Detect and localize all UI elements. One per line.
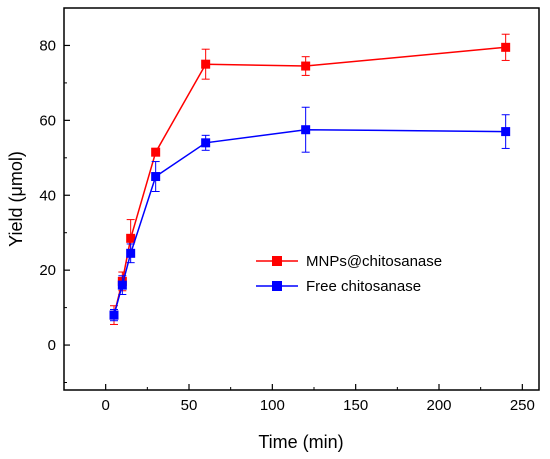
x-tick-label: 50 (181, 397, 198, 414)
x-axis-title: Time (min) (258, 432, 343, 452)
y-tick-label: 0 (48, 337, 56, 354)
series-layer (109, 33, 511, 325)
legend-label-mnps: MNPs@chitosanase (306, 253, 442, 270)
data-point (301, 61, 311, 71)
y-tick-label: 60 (39, 112, 56, 129)
series-1 (109, 106, 511, 322)
y-axis-title: Yield (μmol) (6, 151, 26, 247)
data-point (151, 172, 161, 182)
series-line (113, 46, 506, 316)
y-tick-label: 20 (39, 262, 56, 279)
x-tick-label: 150 (343, 397, 368, 414)
data-point (126, 248, 136, 258)
plot-frame (63, 7, 540, 391)
data-point (126, 233, 136, 243)
x-tick-label: 250 (510, 397, 535, 414)
data-point (109, 310, 119, 320)
data-point (501, 42, 511, 52)
data-point (501, 127, 511, 137)
data-point (117, 280, 127, 290)
axis-ticks: 0 50 100 150 200 250 0 20 40 60 80 (39, 7, 535, 414)
data-point (151, 147, 161, 157)
legend-label-free: Free chitosanase (306, 278, 421, 295)
data-point (301, 125, 311, 135)
legend: MNPs@chitosanase Free chitosanase (256, 253, 442, 295)
data-point (201, 59, 211, 69)
y-tick-label: 40 (39, 187, 56, 204)
legend-marker-free (272, 281, 282, 291)
data-point (201, 138, 211, 148)
x-tick-label: 200 (426, 397, 451, 414)
x-tick-label: 100 (260, 397, 285, 414)
legend-marker-mnps (272, 256, 282, 266)
y-tick-label: 80 (39, 37, 56, 54)
x-tick-label: 0 (101, 397, 109, 414)
